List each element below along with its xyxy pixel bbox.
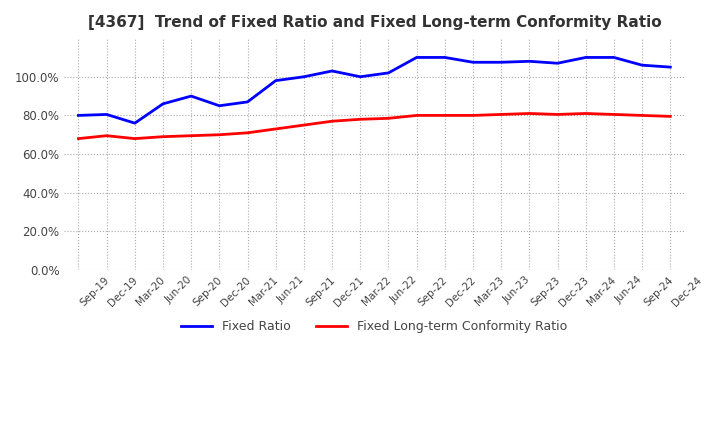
Fixed Ratio xyxy=(384,70,393,76)
Fixed Long-term Conformity Ratio xyxy=(215,132,224,137)
Fixed Long-term Conformity Ratio xyxy=(243,130,252,136)
Fixed Long-term Conformity Ratio xyxy=(441,113,449,118)
Fixed Ratio xyxy=(497,60,505,65)
Fixed Ratio xyxy=(130,121,139,126)
Fixed Ratio xyxy=(469,60,477,65)
Fixed Long-term Conformity Ratio xyxy=(666,114,675,119)
Fixed Long-term Conformity Ratio xyxy=(328,118,336,124)
Fixed Long-term Conformity Ratio xyxy=(553,112,562,117)
Fixed Long-term Conformity Ratio xyxy=(74,136,83,141)
Fixed Ratio xyxy=(413,55,421,60)
Fixed Long-term Conformity Ratio xyxy=(582,111,590,116)
Fixed Ratio xyxy=(102,112,111,117)
Fixed Ratio xyxy=(666,65,675,70)
Fixed Ratio xyxy=(525,59,534,64)
Legend: Fixed Ratio, Fixed Long-term Conformity Ratio: Fixed Ratio, Fixed Long-term Conformity … xyxy=(176,315,572,338)
Fixed Ratio xyxy=(215,103,224,108)
Line: Fixed Long-term Conformity Ratio: Fixed Long-term Conformity Ratio xyxy=(78,114,670,139)
Fixed Long-term Conformity Ratio xyxy=(384,116,393,121)
Fixed Long-term Conformity Ratio xyxy=(300,122,308,128)
Title: [4367]  Trend of Fixed Ratio and Fixed Long-term Conformity Ratio: [4367] Trend of Fixed Ratio and Fixed Lo… xyxy=(88,15,661,30)
Fixed Long-term Conformity Ratio xyxy=(610,112,618,117)
Fixed Long-term Conformity Ratio xyxy=(497,112,505,117)
Fixed Long-term Conformity Ratio xyxy=(102,133,111,138)
Fixed Long-term Conformity Ratio xyxy=(638,113,647,118)
Fixed Ratio xyxy=(271,78,280,83)
Fixed Long-term Conformity Ratio xyxy=(271,126,280,132)
Fixed Long-term Conformity Ratio xyxy=(413,113,421,118)
Line: Fixed Ratio: Fixed Ratio xyxy=(78,58,670,123)
Fixed Long-term Conformity Ratio xyxy=(130,136,139,141)
Fixed Ratio xyxy=(356,74,364,79)
Fixed Ratio xyxy=(187,93,196,99)
Fixed Long-term Conformity Ratio xyxy=(469,113,477,118)
Fixed Ratio xyxy=(610,55,618,60)
Fixed Ratio xyxy=(328,68,336,73)
Fixed Long-term Conformity Ratio xyxy=(525,111,534,116)
Fixed Ratio xyxy=(638,62,647,68)
Fixed Long-term Conformity Ratio xyxy=(356,117,364,122)
Fixed Long-term Conformity Ratio xyxy=(187,133,196,138)
Fixed Ratio xyxy=(243,99,252,105)
Fixed Long-term Conformity Ratio xyxy=(158,134,167,139)
Fixed Ratio xyxy=(158,101,167,106)
Fixed Ratio xyxy=(553,61,562,66)
Fixed Ratio xyxy=(582,55,590,60)
Fixed Ratio xyxy=(74,113,83,118)
Fixed Ratio xyxy=(441,55,449,60)
Fixed Ratio xyxy=(300,74,308,79)
